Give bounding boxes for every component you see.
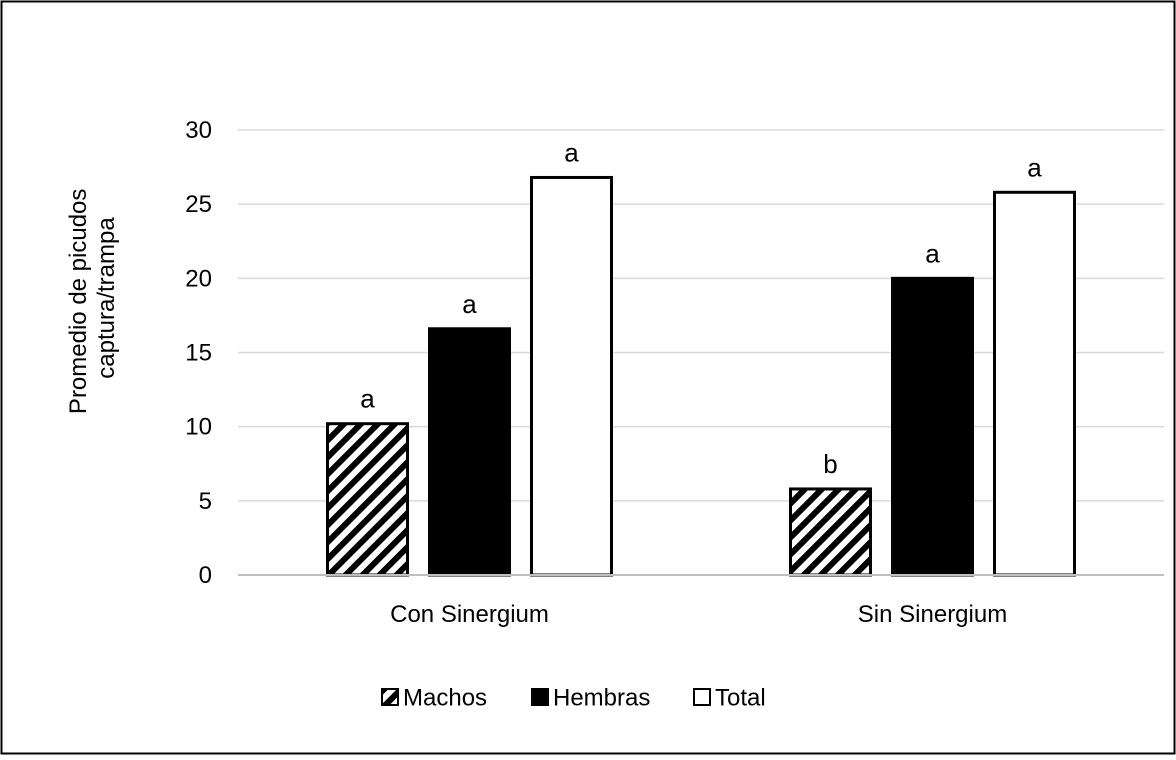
y-tick-label: 15 [185,340,212,367]
legend: Machos Hembras Total [381,685,766,712]
data-label: a [925,238,940,268]
legend-swatch-hembras [531,688,549,706]
data-label: a [360,384,375,414]
y-tick-label: 25 [185,191,212,218]
data-label: a [1027,152,1042,182]
legend-swatch-total [693,688,711,706]
y-axis-label: Promedio de picudos captura/trampa [65,182,120,414]
legend-label-hembras: Hembras [553,685,650,712]
x-category-label: Con Sinergium [390,601,549,628]
bar-hembras [428,327,511,577]
bar-hembras [891,276,974,577]
x-category-label: Sin Sinergium [858,601,1007,628]
y-tick-label: 30 [185,117,212,144]
legend-swatch-machos [381,688,399,706]
bar-total [993,190,1076,577]
y-tick-label: 0 [199,562,212,589]
legend-label-machos: Machos [403,685,487,712]
y-axis-label-line-2: captura/trampa [93,217,120,379]
bar-machos [326,422,409,577]
data-label: a [462,289,477,319]
data-label: a [564,137,579,167]
bar-machos [789,487,872,577]
y-tick-label: 5 [199,488,212,515]
y-axis-label-line-1: Promedio de picudos [65,189,92,414]
bar-total [530,175,613,577]
data-label: b [823,449,837,479]
y-tick-label: 20 [185,265,212,292]
y-tick-label: 10 [185,414,212,441]
legend-label-total: Total [715,685,766,712]
